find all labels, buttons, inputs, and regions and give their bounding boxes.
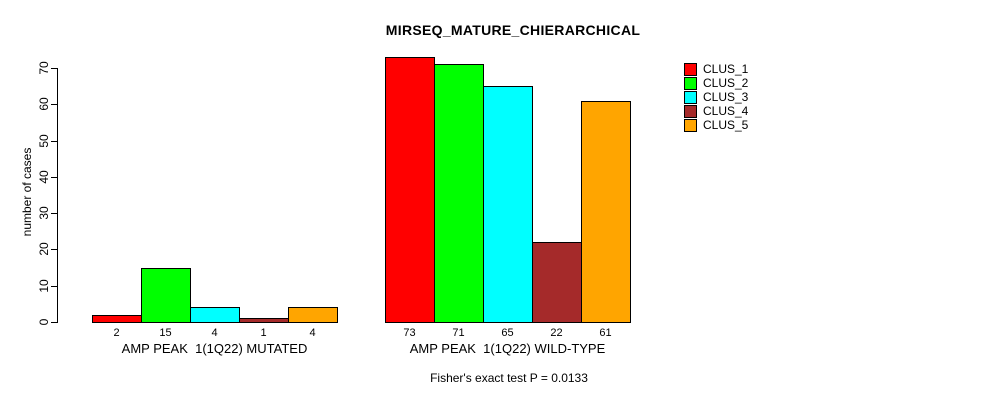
y-tick <box>51 285 57 287</box>
legend-item: CLUS_4 <box>684 104 749 118</box>
bar-value-label: 22 <box>550 327 563 339</box>
group-label: AMP PEAK 1(1Q22) MUTATED <box>121 341 308 356</box>
legend-label: CLUS_3 <box>703 90 749 104</box>
legend-label: CLUS_1 <box>703 62 749 76</box>
bar-value-label: 4 <box>309 327 316 339</box>
bar-value-label: 4 <box>211 327 218 339</box>
legend-swatch <box>684 62 697 76</box>
legend-label: CLUS_5 <box>703 118 749 132</box>
y-tick <box>51 68 57 69</box>
bar-value-label: 15 <box>159 327 172 339</box>
bar-clus_4-group2 <box>532 242 582 323</box>
annotation-text: Fisher's exact test P = 0.0133 <box>430 371 588 385</box>
y-tick-label: 60 <box>37 97 51 111</box>
legend: CLUS_1 CLUS_2 CLUS_3 CLUS_4 CLUS_5 <box>684 62 749 133</box>
legend-item: CLUS_5 <box>684 118 749 132</box>
chart-title: MIRSEQ_MATURE_CHIERARCHICAL <box>385 22 641 38</box>
bar-value-label: 2 <box>113 327 120 339</box>
y-tick <box>51 249 57 251</box>
y-tick <box>51 213 57 215</box>
y-tick <box>51 176 57 178</box>
bar-clus_5-group1 <box>288 307 338 323</box>
y-tick-label: 30 <box>37 206 51 220</box>
y-tick <box>51 140 57 142</box>
bar-clus_3-group2 <box>483 86 533 323</box>
legend-item: CLUS_2 <box>684 76 749 90</box>
legend-swatch <box>684 104 697 118</box>
y-tick-label: 20 <box>37 242 51 257</box>
bar-value-label: 1 <box>260 327 267 339</box>
legend-swatch <box>684 90 697 104</box>
bar-value-label: 61 <box>599 327 612 339</box>
legend-item: CLUS_1 <box>684 62 749 76</box>
y-tick-label: 10 <box>37 279 51 293</box>
y-tick-label: 50 <box>37 133 51 148</box>
y-tick-label: 0 <box>37 318 51 326</box>
y-tick-label: 40 <box>37 170 51 184</box>
bar-value-label: 71 <box>452 327 465 339</box>
bar-clus_5-group2 <box>581 100 631 323</box>
bar-value-label: 65 <box>501 327 514 339</box>
y-tick <box>51 322 57 323</box>
bar-clus_4-group1 <box>239 318 289 323</box>
y-tick <box>51 104 57 106</box>
legend-label: CLUS_2 <box>703 76 749 90</box>
bar-clus_1-group2 <box>385 57 435 323</box>
bar-clus_1-group1 <box>92 314 142 323</box>
bar-clus_2-group1 <box>141 267 191 323</box>
bar-clus_2-group2 <box>434 64 484 323</box>
legend-swatch <box>684 76 697 90</box>
bar-value-label: 73 <box>403 327 416 339</box>
group-label: AMP PEAK 1(1Q22) WILD-TYPE <box>409 341 606 356</box>
legend-label: CLUS_4 <box>703 104 749 118</box>
bar-clus_3-group1 <box>190 307 240 323</box>
legend-item: CLUS_3 <box>684 90 749 104</box>
y-tick-label: 70 <box>37 61 51 75</box>
legend-swatch <box>684 118 697 132</box>
y-axis-line <box>57 68 58 323</box>
